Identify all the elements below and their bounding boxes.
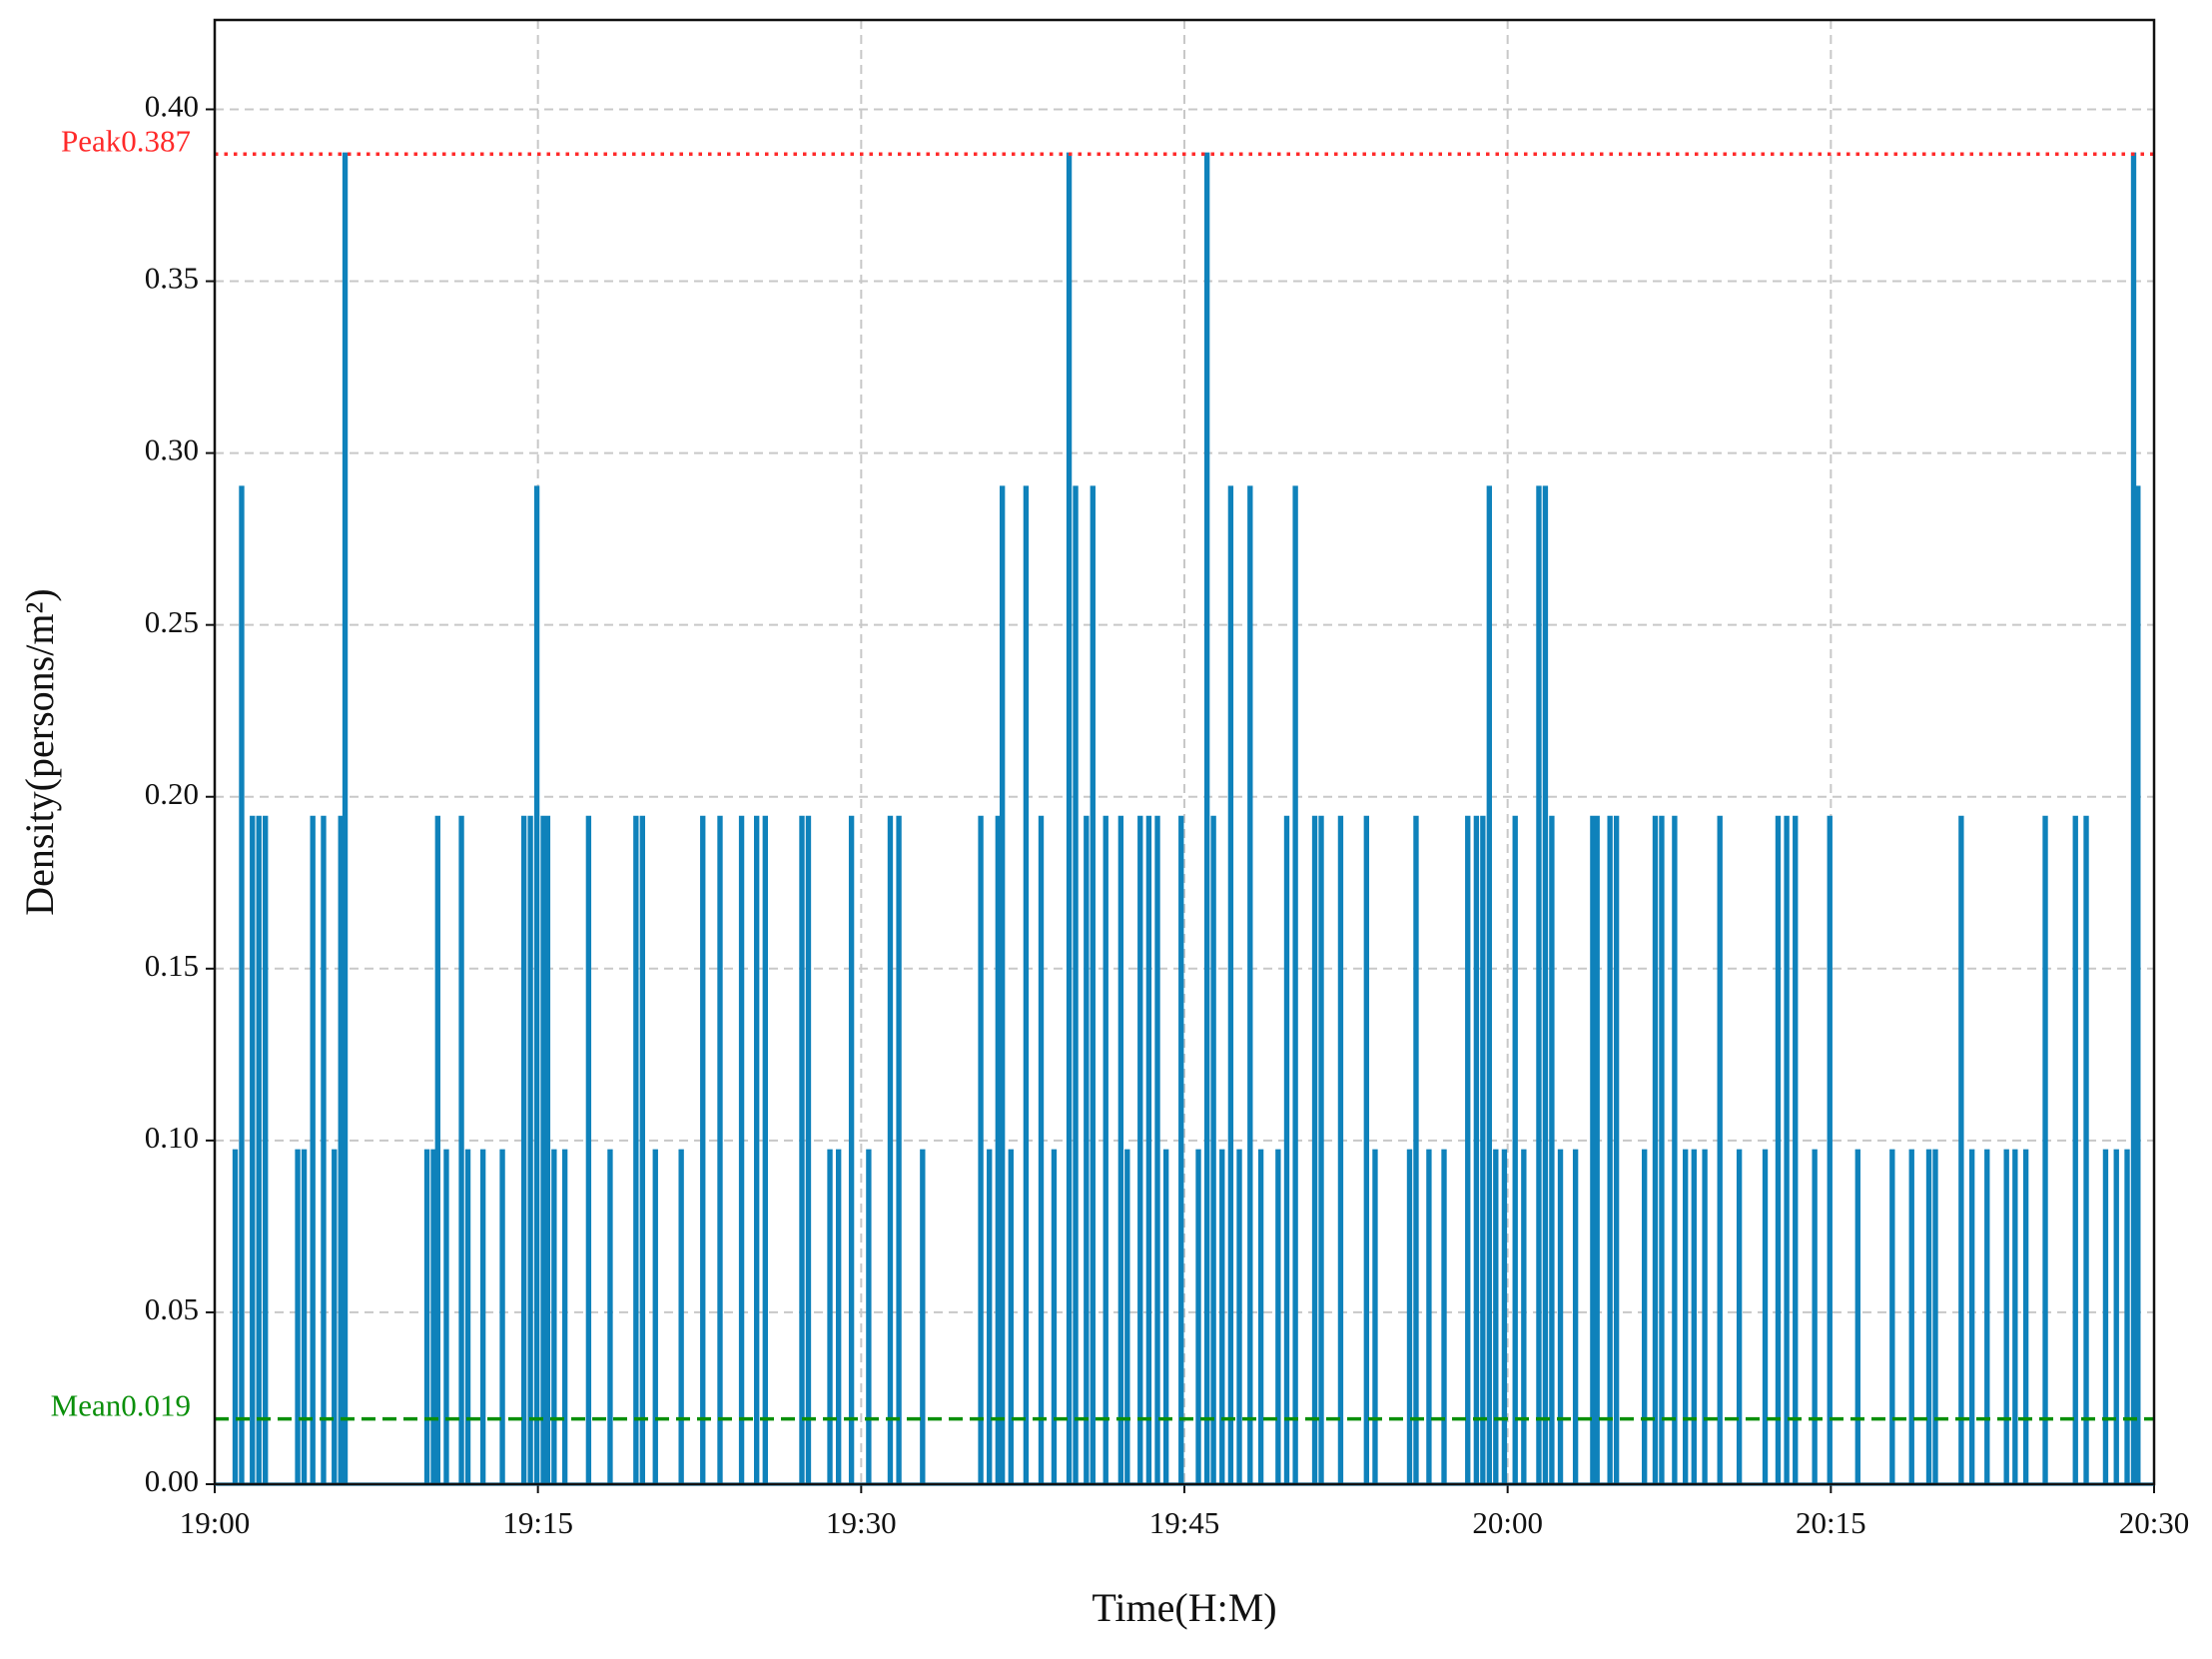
x-tick-label: 20:30 (2119, 1505, 2190, 1540)
x-tick-label: 19:45 (1149, 1505, 1220, 1540)
y-tick-label: 0.35 (145, 261, 199, 296)
x-tick-label: 20:00 (1472, 1505, 1543, 1540)
y-tick-label: 0.10 (145, 1120, 199, 1155)
reference-label: Mean0.019 (51, 1388, 191, 1423)
y-tick-label: 0.00 (145, 1463, 199, 1498)
plot-frame (213, 18, 2156, 1486)
y-tick-label: 0.05 (145, 1291, 199, 1326)
reference-label: Peak0.387 (61, 123, 191, 158)
x-tick-label: 20:15 (1796, 1505, 1866, 1540)
x-axis-label: Time(H:M) (1092, 1585, 1276, 1630)
x-tick-label: 19:00 (180, 1505, 251, 1540)
x-tick-label: 19:30 (826, 1505, 897, 1540)
y-tick-label: 0.20 (145, 776, 199, 811)
y-axis-label: Density(persons/m²) (17, 588, 62, 916)
x-tick-label: 19:15 (502, 1505, 573, 1540)
y-tick-label: 0.30 (145, 432, 199, 467)
y-tick-label: 0.15 (145, 948, 199, 983)
y-tick-label: 0.40 (145, 89, 199, 124)
y-tick-label: 0.25 (145, 604, 199, 639)
